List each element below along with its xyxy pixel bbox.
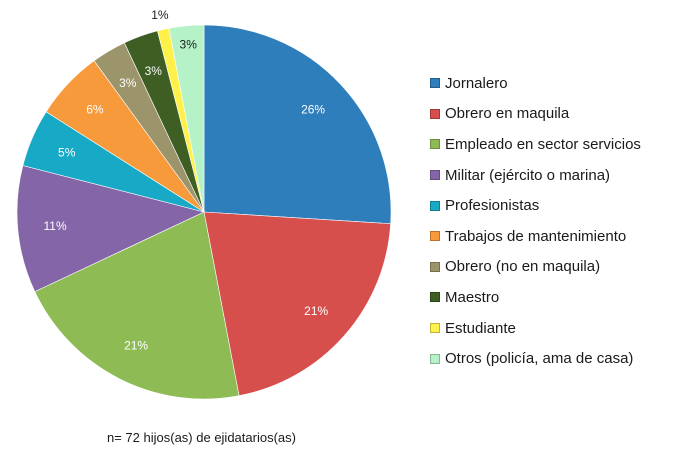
slice-value-label-7: 3% xyxy=(119,76,137,90)
legend-swatch-1 xyxy=(430,78,440,89)
slice-value-label-6: 6% xyxy=(86,103,104,117)
legend-item-2: Obrero en maquila xyxy=(430,99,641,130)
legend-swatch-2 xyxy=(430,108,440,119)
slice-value-label-5: 5% xyxy=(58,146,76,160)
slice-value-label-10: 3% xyxy=(180,37,198,51)
legend-label-6: Trabajos de mantenimiento xyxy=(445,227,627,245)
legend-label-2: Obrero en maquila xyxy=(445,105,570,123)
pie-slice-4 xyxy=(16,165,205,293)
legend-swatch-5 xyxy=(430,200,440,211)
legend-label-1: Jornalero xyxy=(445,74,508,92)
legend-swatch-3 xyxy=(430,139,440,150)
legend-item-1: Jornalero xyxy=(430,68,641,99)
legend-label-8: Maestro xyxy=(445,288,500,306)
legend-swatch-6 xyxy=(430,231,440,242)
legend-label-10: Otros (policía, ama de casa) xyxy=(445,350,634,368)
slice-value-label-3: 21% xyxy=(124,338,148,352)
legend-label-9: Estudiante xyxy=(445,319,516,337)
pie-slice-1 xyxy=(203,24,392,225)
sample-size-note: n= 72 hijos(as) de ejidatarios(as) xyxy=(107,430,296,445)
pie-slice-2 xyxy=(203,211,391,397)
pie-slices xyxy=(16,24,392,400)
legend-swatch-4 xyxy=(430,170,440,181)
slice-value-label-1: 26% xyxy=(301,103,325,117)
pie-slice-10 xyxy=(168,24,205,213)
pie-slice-labels: 26% 21% 21% 11% 5% 6% 3% 3% 1% 3% xyxy=(44,8,329,352)
legend-label-5: Profesionistas xyxy=(445,197,540,215)
legend-item-3: Empleado en sector servicios xyxy=(430,129,641,160)
legend-item-6: Trabajos de mantenimiento xyxy=(430,221,641,252)
legend-item-7: Obrero (no en maquila) xyxy=(430,252,641,283)
slice-value-label-4: 11% xyxy=(44,219,67,233)
slice-value-label-2: 21% xyxy=(304,304,328,318)
pie-slice-3 xyxy=(34,211,240,400)
legend-item-8: Maestro xyxy=(430,282,641,313)
legend-label-3: Empleado en sector servicios xyxy=(445,135,641,153)
legend-item-5: Profesionistas xyxy=(430,190,641,221)
slice-value-label-9: 1% xyxy=(151,8,169,22)
legend-item-10: Otros (policía, ama de casa) xyxy=(430,343,641,374)
legend-swatch-9 xyxy=(430,323,440,334)
legend-swatch-7 xyxy=(430,261,440,272)
legend-swatch-8 xyxy=(430,292,440,303)
legend-item-4: Militar (ejército o marina) xyxy=(430,160,641,191)
slice-value-label-8: 3% xyxy=(145,64,163,78)
legend-item-9: Estudiante xyxy=(430,313,641,344)
legend-label-4: Militar (ejército o marina) xyxy=(445,166,611,184)
legend-swatch-10 xyxy=(430,353,440,364)
legend-label-7: Obrero (no en maquila) xyxy=(445,258,601,276)
chart-legend: Jornalero Obrero en maquila Empleado en se… xyxy=(430,68,641,374)
